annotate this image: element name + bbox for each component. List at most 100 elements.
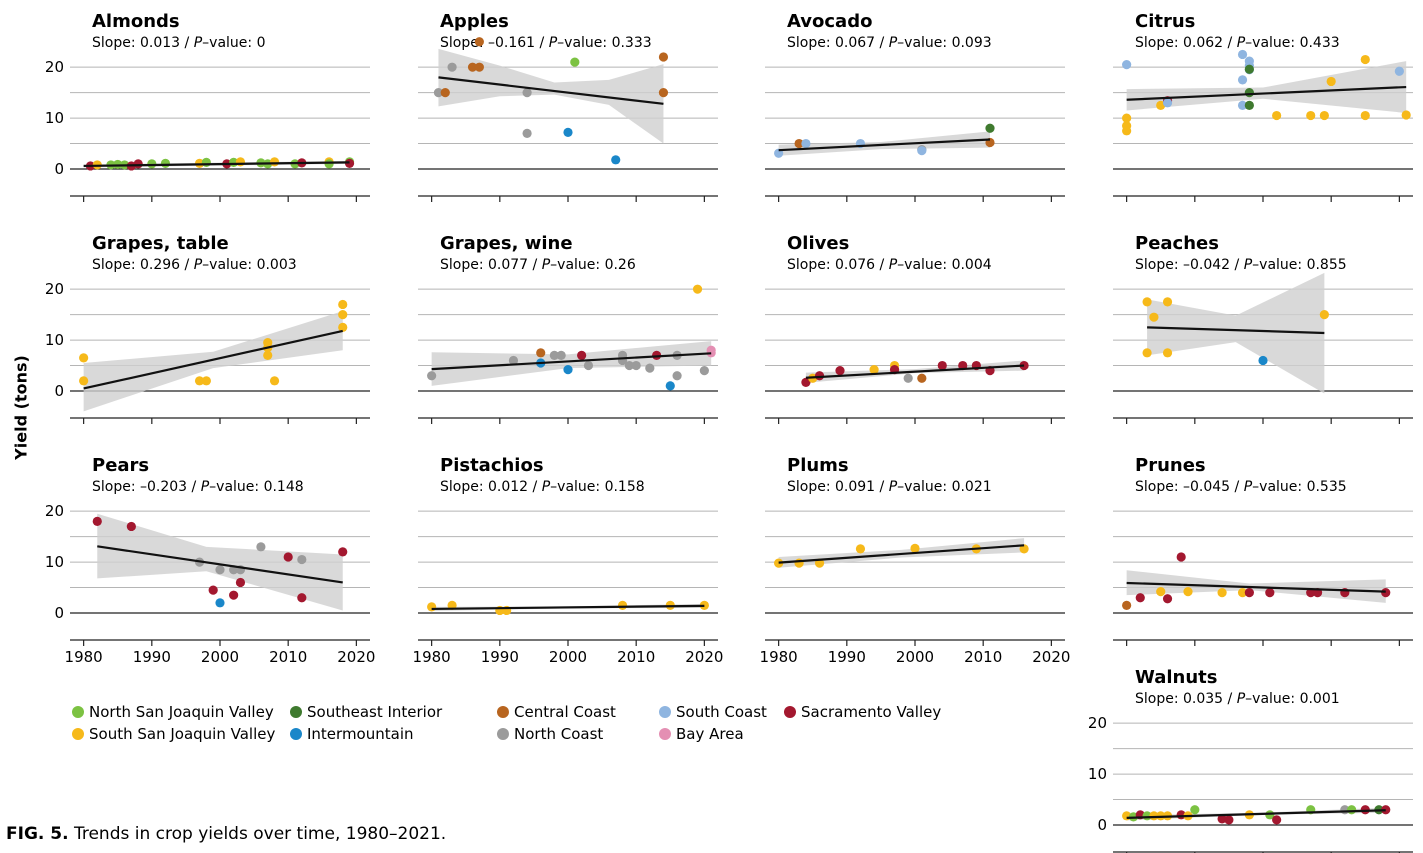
x-tick-label: 2010 — [617, 648, 655, 666]
legend-swatch — [72, 706, 84, 718]
data-point-sacramento-valley — [1272, 815, 1282, 825]
legend-swatch — [784, 706, 796, 718]
x-tick-label: 2000 — [201, 648, 239, 666]
data-point-sacramento-valley — [1306, 588, 1316, 598]
data-point-southeast-interior — [1244, 64, 1254, 74]
data-point-south-san-joaquin-valley — [1272, 110, 1282, 121]
panel-title: Pistachios — [440, 455, 544, 476]
data-point-sacramento-valley — [835, 366, 845, 376]
trend-line — [1126, 85, 1407, 101]
data-point-sacramento-valley — [133, 159, 143, 169]
panel-stats: Slope: 0.067 / P–value: 0.093 — [787, 35, 992, 51]
data-point-south-san-joaquin-valley — [1156, 587, 1166, 597]
legend-swatch — [659, 728, 671, 740]
x-tick-label: 2020 — [1032, 648, 1070, 666]
data-point-sacramento-valley — [208, 585, 218, 595]
data-point-south-san-joaquin-valley — [1162, 297, 1173, 307]
panel-stats: Slope: 0.076 / P–value: 0.004 — [787, 257, 992, 273]
panel-pears: Pears Slope: –0.203 / P–value: 0.148 0 10 20… — [45, 455, 376, 666]
confidence-band — [438, 48, 664, 144]
panel-citrus: Citrus Slope: 0.062 / P–value: 0.433 — [1113, 11, 1413, 202]
y-tick-label: 0 — [54, 604, 64, 622]
data-point-sacramento-valley — [1265, 588, 1275, 598]
data-point-south-san-joaquin-valley — [194, 376, 205, 386]
y-tick-label: 20 — [45, 280, 64, 298]
confidence-band — [97, 513, 343, 611]
data-point-sacramento-valley — [937, 360, 947, 371]
data-point-southeast-interior — [985, 123, 995, 133]
legend-item-north-coast: North Coast — [497, 725, 603, 743]
data-point-sacramento-valley — [801, 377, 811, 387]
y-tick-label: 20 — [45, 502, 64, 520]
data-point-intermountain — [611, 155, 621, 165]
legend-label: North Coast — [514, 725, 604, 743]
panel-stats: Slope: –0.045 / P–value: 0.535 — [1135, 479, 1347, 495]
data-point-north-coast — [427, 371, 437, 381]
x-tick-label: 2000 — [896, 648, 934, 666]
trend-line — [431, 352, 712, 371]
data-point-sacramento-valley — [1162, 594, 1173, 604]
data-point-sacramento-valley — [1217, 814, 1227, 824]
data-point-south-coast — [1394, 66, 1404, 76]
panel-stats: Slope: 0.077 / P–value: 0.26 — [440, 257, 636, 273]
data-point-central-coast — [658, 52, 669, 62]
trend-line — [1147, 326, 1325, 335]
legend-item-central-coast: Central Coast — [497, 703, 616, 721]
caption-label: FIG. 5. — [6, 824, 69, 844]
data-point-south-coast — [1237, 75, 1248, 85]
data-point-south-san-joaquin-valley — [869, 365, 879, 375]
data-point-south-san-joaquin-valley — [79, 376, 89, 386]
data-point-central-coast — [474, 62, 484, 72]
x-tick-label: 2020 — [685, 648, 723, 666]
data-point-intermountain — [665, 381, 675, 391]
data-point-south-san-joaquin-valley — [1360, 54, 1370, 65]
legend-item-south-san-joaquin-valley: South San Joaquin Valley — [72, 725, 275, 743]
panel-title: Grapes, wine — [440, 233, 573, 254]
panel-stats: Slope: 0.062 / P–value: 0.433 — [1135, 35, 1340, 51]
x-tick-label: 1980 — [65, 648, 103, 666]
data-point-sacramento-valley — [283, 552, 293, 562]
confidence-band — [83, 311, 343, 412]
y-tick-label: 10 — [45, 109, 64, 127]
x-tick-label: 1990 — [828, 648, 866, 666]
panel-walnuts: Walnuts Slope: 0.035 / P–value: 0.001 0 10 2… — [1088, 667, 1413, 853]
x-tick-label: 1990 — [481, 648, 519, 666]
panel-avocado: Avocado Slope: 0.067 / P–value: 0.093 — [765, 11, 1065, 202]
data-point-sacramento-valley — [1135, 593, 1145, 603]
data-point-intermountain — [563, 127, 573, 137]
data-point-north-coast — [556, 350, 566, 360]
panel-stats: Slope: 0.091 / P–value: 0.021 — [787, 479, 992, 495]
legend-label: Central Coast — [514, 703, 616, 721]
data-point-north-coast — [583, 360, 594, 371]
data-point-intermountain — [1258, 355, 1268, 366]
data-point-south-san-joaquin-valley — [692, 284, 703, 294]
data-point-south-san-joaquin-valley — [263, 350, 273, 360]
panel-peaches: Peaches Slope: –0.042 / P–value: 0.855 — [1113, 233, 1413, 424]
data-point-central-coast — [917, 373, 927, 383]
panel-title: Pears — [92, 455, 149, 476]
data-point-south-san-joaquin-valley — [774, 558, 784, 568]
data-point-central-coast — [440, 88, 450, 98]
trend-line — [83, 329, 343, 390]
x-tick-label: 1980 — [760, 648, 798, 666]
legend-item-southeast-interior: Southeast Interior — [290, 703, 442, 721]
data-point-north-san-joaquin-valley — [160, 158, 171, 168]
trend-line — [438, 76, 664, 105]
confidence-band — [778, 131, 990, 156]
y-tick-label: 0 — [1097, 816, 1107, 834]
panel-stats: Slope: 0.296 / P–value: 0.003 — [92, 257, 297, 273]
data-point-bay-area — [706, 348, 716, 358]
panel-title: Walnuts — [1135, 667, 1217, 688]
data-point-south-san-joaquin-valley — [1237, 588, 1248, 598]
data-point-north-coast — [645, 363, 655, 373]
confidence-band — [1126, 61, 1407, 113]
data-point-south-san-joaquin-valley — [269, 376, 280, 386]
x-tick-label: 2000 — [549, 648, 587, 666]
panel-stats: Slope: 0.012 / P–value: 0.158 — [440, 479, 645, 495]
data-point-south-san-joaquin-valley — [1149, 312, 1159, 322]
legend: North San Joaquin Valley Southeast Interi… — [72, 703, 972, 753]
data-point-south-san-joaquin-valley — [1162, 348, 1173, 358]
data-point-south-coast — [1237, 100, 1248, 110]
data-point-sacramento-valley — [1381, 588, 1391, 598]
